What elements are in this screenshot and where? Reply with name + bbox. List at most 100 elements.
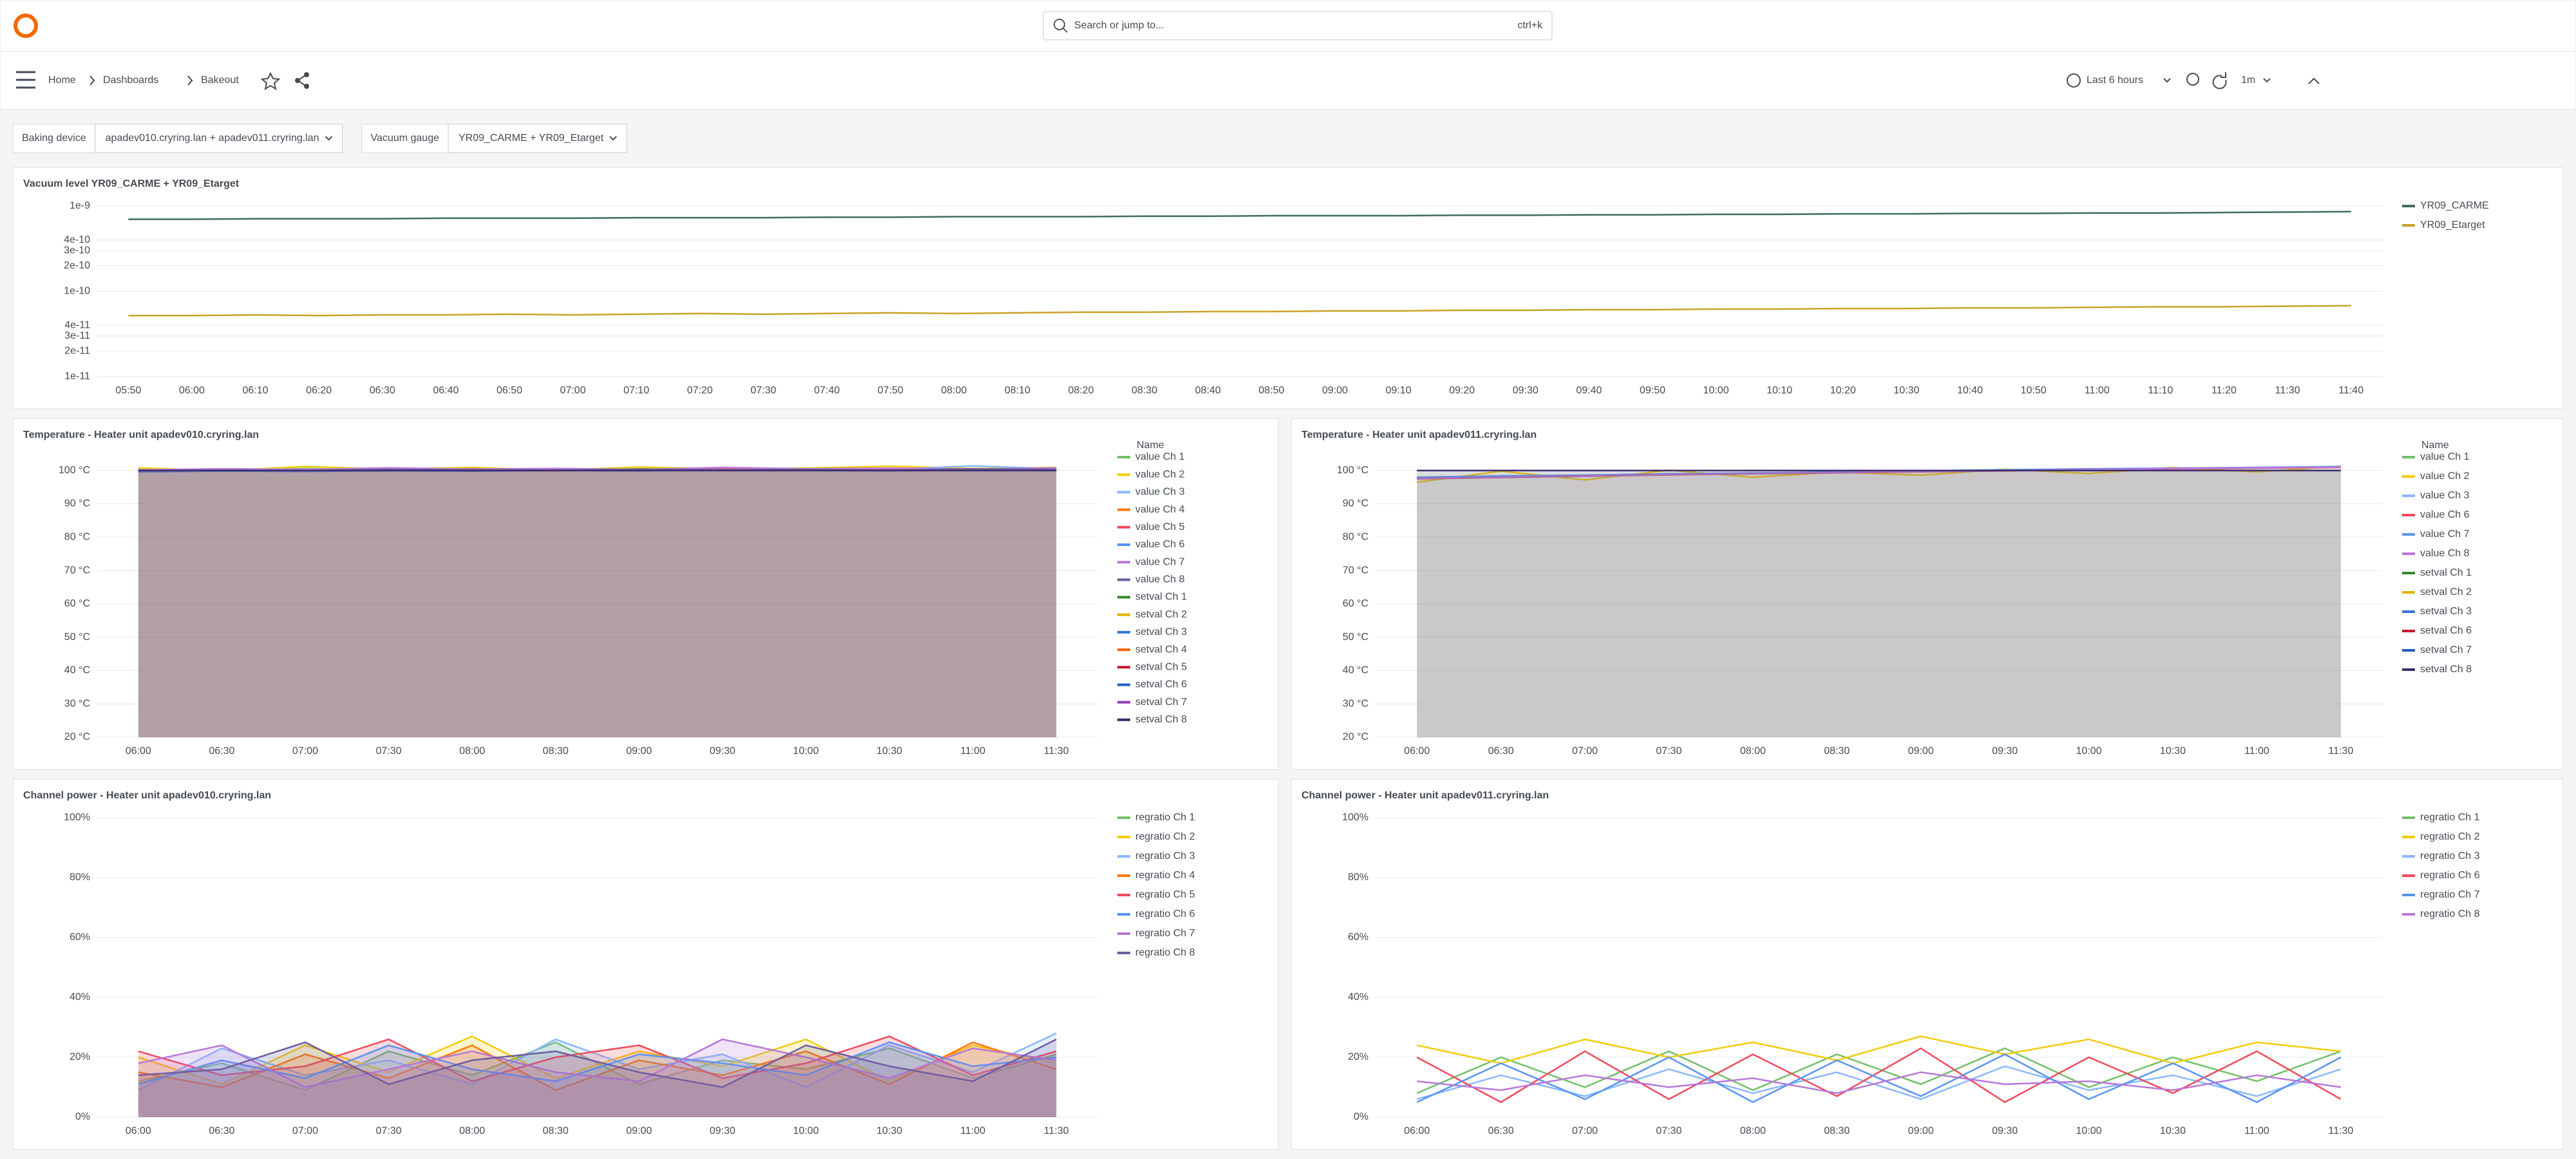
legend-label[interactable]: YR09_Etarget [2420, 220, 2485, 231]
legend-title: Name [2421, 440, 2449, 451]
series-area [1417, 470, 2341, 737]
shortcut-hint: ctrl+k [1517, 20, 1543, 31]
legend-label[interactable]: regratio Ch 7 [1135, 928, 1195, 939]
breadcrumb-separator [187, 75, 193, 86]
x-tick-label: 08:30 [1824, 746, 1850, 757]
legend-label[interactable]: value Ch 8 [2420, 548, 2470, 559]
legend-label[interactable]: setval Ch 1 [1135, 592, 1187, 603]
variable-label-box [12, 124, 96, 153]
breadcrumb[interactable]: Home [48, 75, 76, 86]
series-area [138, 467, 1057, 737]
search-icon [1063, 28, 1068, 33]
legend-label[interactable]: setval Ch 7 [2420, 645, 2472, 655]
x-tick-label: 06:30 [1488, 1126, 1514, 1136]
legend-label[interactable]: regratio Ch 7 [2420, 889, 2480, 900]
collapse-icon[interactable] [2308, 77, 2320, 84]
legend-label[interactable]: value Ch 4 [1135, 504, 1185, 515]
variable-value[interactable]: apadev010.cryring.lan + apadev011.cryrin… [106, 133, 319, 144]
y-tick-label: 60 °C [64, 598, 90, 609]
caret [609, 136, 617, 141]
x-tick-label: 11:00 [960, 746, 985, 757]
legend-label[interactable]: value Ch 7 [1135, 556, 1185, 567]
x-tick-label: 11:00 [960, 1126, 985, 1136]
x-tick-label: 09:00 [626, 746, 652, 757]
legend-label[interactable]: setval Ch 3 [1135, 627, 1187, 637]
legend-label[interactable]: YR09_CARME [2420, 200, 2489, 211]
x-tick-label: 06:00 [1404, 1126, 1430, 1136]
zoom-out-icon[interactable] [2186, 73, 2199, 86]
legend-label[interactable]: value Ch 8 [1135, 574, 1185, 585]
legend-label[interactable]: value Ch 2 [1135, 469, 1185, 480]
refresh-icon[interactable] [2212, 72, 2227, 90]
y-tick-label: 20% [1348, 1051, 1368, 1062]
series-area [138, 469, 1057, 737]
time-range[interactable]: Last 6 hours [2087, 75, 2143, 86]
legend-label[interactable]: regratio Ch 8 [1135, 947, 1195, 958]
x-tick-label: 09:00 [626, 1126, 652, 1136]
series-area [138, 469, 1057, 737]
legend-label[interactable]: regratio Ch 6 [2420, 870, 2480, 881]
legend-label[interactable]: regratio Ch 6 [1135, 909, 1195, 919]
legend-label[interactable]: setval Ch 6 [2420, 625, 2472, 636]
legend-label[interactable]: regratio Ch 2 [1135, 831, 1195, 842]
y-tick-label: 80% [70, 872, 90, 883]
legend-label[interactable]: setval Ch 5 [1135, 661, 1187, 672]
panel-title: Temperature - Heater unit apadev010.cryr… [23, 429, 259, 440]
x-tick-label: 11:30 [2328, 1126, 2353, 1136]
refresh-interval[interactable]: 1m [2241, 75, 2255, 86]
x-tick-label: 10:00 [1703, 385, 1729, 396]
legend-label[interactable]: setval Ch 3 [2420, 606, 2472, 617]
variable-value[interactable]: YR09_CARME + YR09_Etarget [459, 133, 604, 144]
legend-label[interactable]: value Ch 6 [2420, 509, 2470, 520]
x-tick-label: 06:50 [497, 385, 522, 396]
legend-label[interactable]: regratio Ch 8 [2420, 909, 2480, 919]
legend-label[interactable]: value Ch 7 [2420, 529, 2470, 540]
legend-label[interactable]: setval Ch 6 [1135, 679, 1187, 690]
legend-label[interactable]: setval Ch 8 [2420, 664, 2472, 675]
legend-label[interactable]: regratio Ch 4 [1135, 870, 1195, 881]
variable-select[interactable] [95, 124, 343, 153]
legend-label[interactable]: value Ch 2 [2420, 471, 2470, 482]
legend-label[interactable]: regratio Ch 1 [1135, 812, 1195, 823]
legend-label[interactable]: value Ch 3 [1135, 487, 1185, 498]
legend-label[interactable]: regratio Ch 5 [1135, 889, 1195, 900]
legend-label[interactable]: value Ch 5 [1135, 522, 1185, 532]
legend-label[interactable]: value Ch 1 [1135, 451, 1185, 462]
menu-icon[interactable] [16, 71, 35, 89]
x-tick-label: 07:30 [1656, 746, 1681, 757]
legend-label[interactable]: setval Ch 4 [1135, 644, 1187, 655]
series-line [138, 1041, 1057, 1091]
series-area [138, 466, 1057, 737]
legend-label[interactable]: value Ch 6 [1135, 539, 1185, 550]
x-tick-label: 07:10 [623, 385, 649, 396]
legend-label[interactable]: setval Ch 2 [1135, 609, 1187, 620]
y-tick-label: 60% [1348, 932, 1368, 943]
breadcrumb[interactable]: Bakeout [201, 75, 239, 86]
legend-label[interactable]: setval Ch 1 [2420, 567, 2472, 578]
breadcrumb[interactable]: Dashboards [103, 75, 158, 86]
x-tick-label: 06:20 [306, 385, 332, 396]
legend-label[interactable]: setval Ch 2 [2420, 587, 2472, 598]
search-box[interactable] [1043, 11, 1553, 41]
legend-label[interactable]: regratio Ch 1 [2420, 812, 2480, 823]
x-tick-label: 10:30 [2160, 746, 2186, 757]
star-icon[interactable] [260, 71, 281, 91]
variable-select[interactable] [448, 124, 627, 153]
legend-label[interactable]: value Ch 1 [2420, 451, 2470, 462]
y-tick-label: 100% [64, 812, 90, 823]
x-tick-label: 11:30 [2328, 746, 2353, 757]
legend-label[interactable]: regratio Ch 2 [2420, 831, 2480, 842]
y-tick-label: 80% [1348, 872, 1368, 883]
series-line [138, 1035, 1057, 1082]
legend-label[interactable]: value Ch 3 [2420, 490, 2470, 501]
legend-label[interactable]: regratio Ch 3 [2420, 851, 2480, 862]
logo[interactable] [14, 14, 38, 38]
legend-label[interactable]: setval Ch 8 [1135, 714, 1187, 725]
legend-label[interactable]: setval Ch 7 [1135, 697, 1187, 708]
share-icon[interactable] [295, 72, 309, 89]
x-tick-label: 11:00 [2244, 1126, 2269, 1136]
legend-label[interactable]: regratio Ch 3 [1135, 851, 1195, 862]
y-tick-label: 60 °C [1343, 598, 1368, 609]
x-tick-label: 11:00 [2244, 746, 2269, 757]
